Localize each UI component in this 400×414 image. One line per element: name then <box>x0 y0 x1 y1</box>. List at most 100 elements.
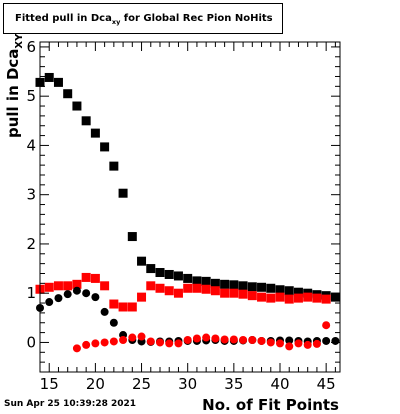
chart-title-box: Fitted pull in Dcaxy for Global Rec Pion… <box>3 3 283 34</box>
data-point-circle <box>63 290 72 299</box>
data-point-circle <box>146 337 155 346</box>
data-point-square <box>321 294 331 304</box>
data-point-square <box>63 89 73 99</box>
data-point-square <box>53 77 63 87</box>
x-tick-label: 40 <box>270 375 289 393</box>
data-point-square <box>72 279 82 289</box>
data-point-circle <box>229 335 238 344</box>
data-point-square <box>210 278 220 288</box>
data-point-square <box>220 279 230 289</box>
data-point-square <box>293 293 303 303</box>
data-point-square <box>90 128 100 138</box>
y-axis-title-main: pull in Dca <box>4 49 22 138</box>
data-point-circle <box>285 336 294 345</box>
data-point-circle <box>294 339 303 348</box>
data-point-square <box>201 284 211 294</box>
data-point-square <box>44 72 54 82</box>
data-point-square <box>164 269 174 279</box>
series-1 <box>35 272 331 312</box>
data-point-square <box>155 283 165 293</box>
data-point-square <box>247 291 257 301</box>
data-point-circle <box>156 338 164 347</box>
data-point-square <box>201 276 211 286</box>
data-point-circle <box>202 333 211 342</box>
data-point-circle <box>82 340 91 349</box>
data-point-square <box>293 287 303 297</box>
data-point-circle <box>109 318 118 327</box>
data-point-square <box>210 286 220 296</box>
data-point-square <box>44 282 54 292</box>
data-point-square <box>192 276 202 286</box>
data-point-circle <box>100 338 109 347</box>
data-point-square <box>118 188 128 198</box>
plot-frame <box>39 41 341 373</box>
data-point-circle <box>257 336 266 345</box>
chart-title-main: Fitted pull in Dca <box>15 13 112 24</box>
data-point-square <box>229 288 239 298</box>
x-axis-title: No. of Fit Points <box>202 396 339 414</box>
data-point-square <box>100 142 110 152</box>
series-3 <box>72 321 331 353</box>
data-point-circle <box>45 298 54 307</box>
y-axis-title-subscript: XY <box>14 33 25 49</box>
data-point-circle <box>119 335 128 344</box>
data-point-circle <box>100 307 109 316</box>
x-tick-label: 45 <box>317 375 336 393</box>
data-point-circle <box>322 336 331 345</box>
data-point-square <box>109 299 119 309</box>
data-point-square <box>266 293 276 303</box>
data-point-circle <box>220 335 229 344</box>
data-point-circle <box>109 337 118 346</box>
data-point-square <box>127 232 137 242</box>
data-point-circle <box>72 286 81 295</box>
x-tick-label: 30 <box>178 375 197 393</box>
y-tick-label: 4 <box>26 136 36 154</box>
y-tick-label: 5 <box>26 87 36 105</box>
series-0 <box>35 72 340 302</box>
data-point-square <box>275 285 285 295</box>
data-point-square <box>100 281 110 291</box>
data-point-square <box>146 281 156 291</box>
data-point-square <box>192 283 202 293</box>
data-point-square <box>81 272 91 282</box>
data-point-square <box>284 294 294 304</box>
date-stamp: Sun Apr 25 10:39:28 2021 <box>4 399 137 409</box>
data-point-square <box>164 286 174 296</box>
data-point-circle <box>54 294 63 303</box>
data-point-circle <box>91 293 100 302</box>
x-tick-label: 35 <box>224 375 243 393</box>
data-point-square <box>330 292 340 302</box>
data-point-circle <box>239 335 248 344</box>
data-point-circle <box>128 333 137 342</box>
data-point-circle <box>248 335 257 344</box>
data-point-circle <box>183 335 192 344</box>
data-point-square <box>155 268 165 278</box>
data-point-square <box>137 292 147 302</box>
data-point-square <box>220 288 230 298</box>
data-point-circle <box>266 338 275 347</box>
data-point-square <box>238 289 248 299</box>
y-tick-label: 1 <box>26 284 36 302</box>
data-point-square <box>90 273 100 283</box>
y-tick-label: 3 <box>26 186 36 204</box>
data-point-circle <box>165 339 174 348</box>
chart-title: Fitted pull in Dcaxy for Global Rec Pion… <box>15 13 273 26</box>
chart-title-rest: for Global Rec Pion NoHits <box>120 13 273 24</box>
data-point-square <box>173 288 183 298</box>
data-point-square <box>229 280 239 290</box>
data-point-square <box>247 282 257 292</box>
data-point-circle <box>303 340 312 349</box>
data-point-circle <box>211 334 220 343</box>
data-point-square <box>81 116 91 126</box>
data-point-square <box>109 161 119 171</box>
data-point-circle <box>331 336 340 345</box>
data-point-circle <box>82 289 91 298</box>
data-point-circle <box>91 339 100 348</box>
data-point-square <box>137 256 147 266</box>
data-point-square <box>63 281 73 291</box>
data-point-circle <box>72 344 81 353</box>
chart-title-subscript: xy <box>111 18 121 26</box>
x-tick-label: 25 <box>132 375 151 393</box>
data-point-square <box>303 292 313 302</box>
